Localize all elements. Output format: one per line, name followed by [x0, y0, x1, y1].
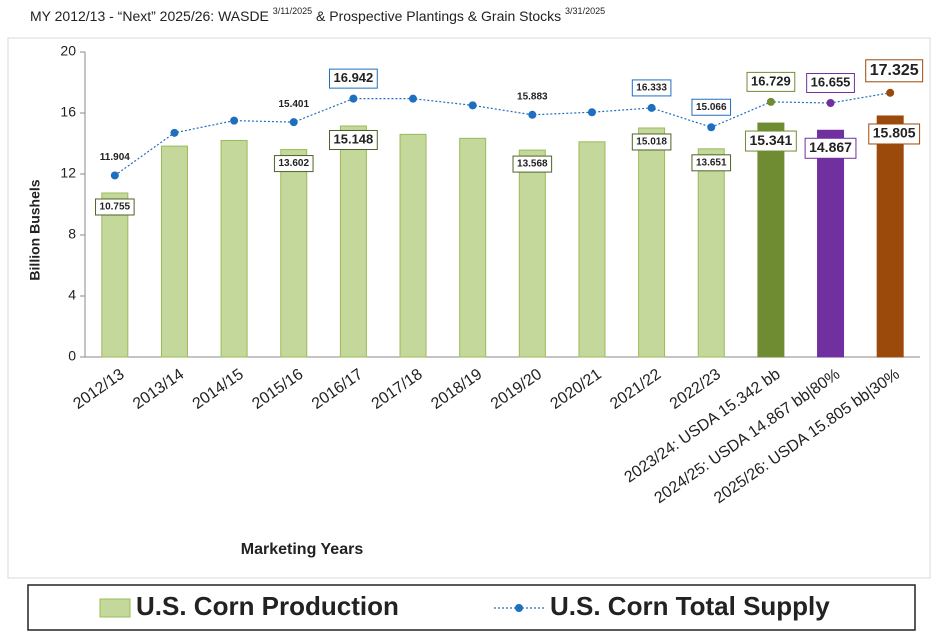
x-tick-label: 2017/18 [369, 366, 426, 413]
bar [280, 149, 308, 358]
data-label: 15.805 [873, 125, 916, 141]
line-point [289, 118, 298, 127]
data-label: 15.341 [749, 132, 792, 148]
y-tick-label: 4 [68, 287, 76, 303]
line-point [587, 108, 596, 117]
bar [101, 192, 129, 358]
data-label-box [329, 129, 378, 150]
x-tick-label: 2020/21 [548, 366, 605, 413]
legend-marker [515, 604, 523, 612]
bar [339, 125, 367, 358]
data-label-box [691, 154, 732, 172]
data-label: 15.066 [696, 102, 727, 113]
bar [459, 137, 487, 358]
y-tick-label: 12 [60, 165, 76, 181]
chart-title: MY 2012/13 - “Next” 2025/26: WASDE 3/11/… [30, 6, 605, 23]
data-label-box [329, 68, 378, 89]
x-tick-label: 2019/20 [488, 366, 545, 413]
line-point [409, 94, 418, 103]
line-point [468, 101, 477, 110]
x-axis-title: Marketing Years [241, 541, 364, 558]
y-tick-label: 20 [60, 43, 76, 59]
data-label: 16.655 [811, 74, 851, 89]
bar [638, 127, 666, 358]
data-label: 15.401 [278, 99, 309, 110]
bar [757, 122, 785, 358]
data-label: 13.568 [517, 159, 548, 170]
data-label: 16.942 [334, 70, 374, 85]
data-label-box [868, 123, 921, 145]
line-point [647, 103, 656, 112]
x-tick-label: 2015/16 [249, 366, 306, 413]
data-label: 13.651 [696, 157, 727, 168]
x-tick-label: 2018/19 [428, 366, 485, 413]
bar [817, 129, 845, 358]
data-label-box [631, 79, 672, 97]
data-label-box [744, 130, 797, 152]
line-point [230, 116, 239, 125]
bar [876, 115, 904, 358]
x-tick-label: 2012/13 [70, 366, 127, 413]
bar [399, 133, 427, 358]
chart-frame [7, 37, 931, 579]
title-part: MY 2012/13 - “Next” 2025/26: WASDE [30, 8, 273, 24]
line-point [886, 88, 895, 97]
y-axis-title: Billion Bushels [27, 179, 43, 280]
bar [220, 139, 248, 358]
data-label: 11.904 [100, 152, 130, 163]
line-point [707, 123, 716, 132]
data-label: 10.755 [100, 202, 131, 213]
line [114, 92, 891, 176]
data-label: 13.602 [278, 158, 309, 169]
line-point [766, 97, 775, 106]
legend-label: U.S. Corn Total Supply [550, 591, 830, 621]
legend-label: U.S. Corn Production [136, 591, 399, 621]
data-label: 16.333 [636, 83, 667, 94]
line-point [170, 128, 179, 137]
data-label: 15.148 [334, 131, 374, 146]
legend-box [27, 584, 916, 631]
data-label: 15.018 [636, 137, 667, 148]
data-label: 17.325 [870, 62, 919, 79]
data-label: 16.729 [751, 73, 791, 88]
data-label-box [806, 73, 855, 94]
line-point [826, 99, 835, 108]
y-tick-label: 16 [60, 104, 76, 120]
title-part: 3/11/2025 [273, 6, 312, 16]
bar [697, 148, 725, 358]
data-label-box [95, 198, 135, 216]
data-label-box [631, 133, 672, 151]
x-tick-label: 2016/17 [309, 366, 366, 413]
x-tick-label: 2014/15 [190, 366, 247, 413]
data-label-box [746, 71, 796, 92]
x-tick-label: 2021/22 [607, 366, 664, 413]
y-tick-label: 0 [68, 348, 76, 364]
line-point [349, 94, 358, 103]
line-point [528, 110, 537, 119]
line-point [110, 171, 119, 180]
data-label-box [512, 155, 553, 173]
data-label-box [691, 98, 732, 116]
x-tick-label: 2013/14 [130, 366, 187, 413]
title-part: 3/31/2025 [565, 6, 605, 16]
data-label: 14.867 [809, 139, 852, 155]
bar [160, 145, 188, 358]
bar [518, 149, 546, 358]
title-part: & Prospective Plantings & Grain Stocks [312, 8, 565, 24]
y-tick-label: 8 [68, 226, 76, 242]
data-label: 15.883 [517, 91, 548, 102]
bar [578, 141, 606, 358]
data-label-box [865, 59, 924, 83]
data-label-box [273, 155, 314, 173]
data-label-box [804, 137, 857, 159]
legend-swatch [99, 598, 131, 618]
